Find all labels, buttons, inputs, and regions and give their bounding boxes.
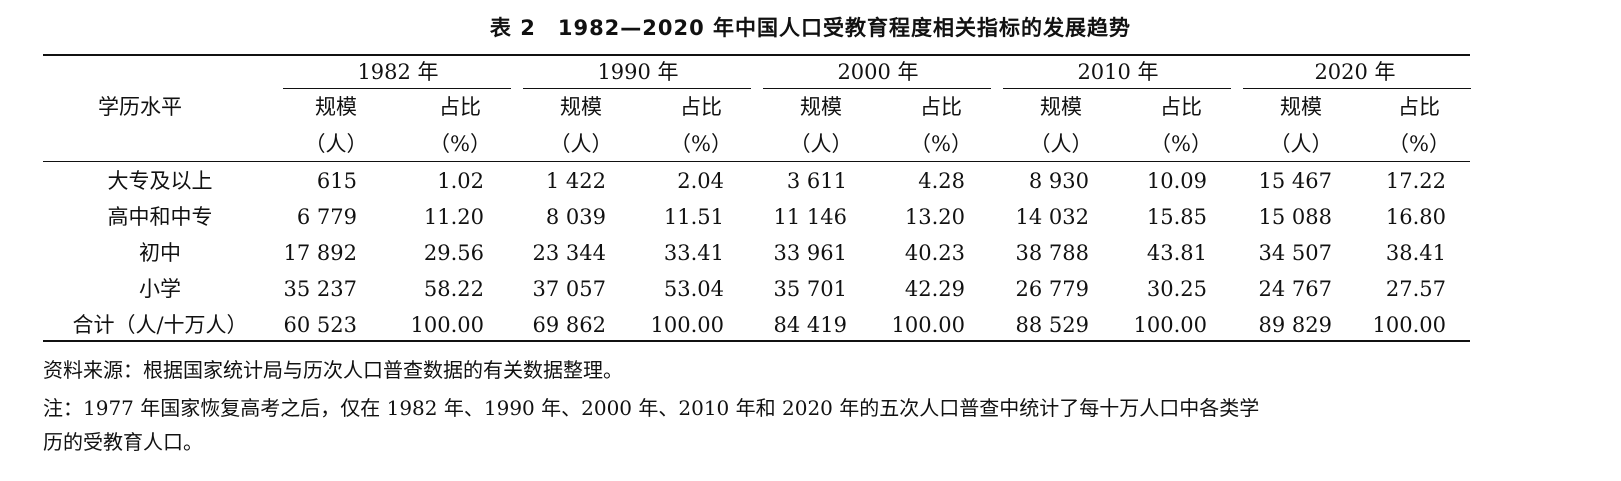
share-header: 占比 bbox=[920, 95, 962, 119]
year-group-rule bbox=[283, 88, 511, 89]
share-cell: 2.04 bbox=[677, 169, 724, 193]
share-header: 占比 bbox=[439, 95, 481, 119]
year-group-rule bbox=[1243, 88, 1471, 89]
scale-unit: （人） bbox=[549, 132, 613, 156]
share-cell: 58.22 bbox=[423, 277, 484, 301]
scale-cell: 89 829 bbox=[1258, 313, 1332, 337]
year-header: 1990 年 bbox=[597, 60, 679, 84]
scale-cell: 34 507 bbox=[1258, 241, 1332, 265]
scale-cell: 60 523 bbox=[283, 313, 357, 337]
scale-unit: （人） bbox=[789, 132, 853, 156]
share-cell: 15.85 bbox=[1146, 205, 1207, 229]
year-header: 2020 年 bbox=[1314, 60, 1396, 84]
share-cell: 17.22 bbox=[1385, 169, 1446, 193]
scale-cell: 26 779 bbox=[1015, 277, 1089, 301]
note-line-1: 注：1977 年国家恢复高考之后，仅在 1982 年、1990 年、2000 年… bbox=[43, 396, 1260, 420]
share-cell: 30.25 bbox=[1146, 277, 1207, 301]
scale-header: 规模 bbox=[800, 95, 842, 119]
scale-cell: 15 088 bbox=[1258, 205, 1332, 229]
scale-cell: 23 344 bbox=[532, 241, 606, 265]
share-cell: 16.80 bbox=[1385, 205, 1446, 229]
share-cell: 100.00 bbox=[650, 313, 724, 337]
share-unit: （%） bbox=[429, 132, 491, 156]
scale-unit: （人） bbox=[304, 132, 368, 156]
scale-cell: 84 419 bbox=[773, 313, 847, 337]
scale-cell: 17 892 bbox=[283, 241, 357, 265]
row-header: 学历水平 bbox=[98, 95, 182, 119]
share-cell: 43.81 bbox=[1146, 241, 1207, 265]
scale-cell: 88 529 bbox=[1015, 313, 1089, 337]
share-cell: 100.00 bbox=[891, 313, 965, 337]
scale-cell: 11 146 bbox=[773, 205, 847, 229]
row-label: 高中和中专 bbox=[107, 205, 213, 229]
row-label: 初中 bbox=[139, 241, 181, 265]
year-header: 1982 年 bbox=[357, 60, 439, 84]
share-cell: 29.56 bbox=[423, 241, 484, 265]
scale-cell: 69 862 bbox=[532, 313, 606, 337]
header-bottom-rule bbox=[43, 161, 1470, 162]
share-cell: 4.28 bbox=[918, 169, 965, 193]
table-bottom-rule bbox=[43, 340, 1470, 342]
scale-cell: 1 422 bbox=[545, 169, 606, 193]
share-unit: （%） bbox=[910, 132, 972, 156]
year-header: 2010 年 bbox=[1077, 60, 1159, 84]
share-cell: 100.00 bbox=[410, 313, 484, 337]
share-cell: 13.20 bbox=[904, 205, 965, 229]
table-title: 表 2 1982—2020 年中国人口受教育程度相关指标的发展趋势 bbox=[489, 16, 1132, 40]
share-cell: 27.57 bbox=[1385, 277, 1446, 301]
share-cell: 100.00 bbox=[1372, 313, 1446, 337]
share-cell: 53.04 bbox=[663, 277, 724, 301]
share-cell: 100.00 bbox=[1133, 313, 1207, 337]
table-top-rule bbox=[43, 54, 1470, 56]
scale-header: 规模 bbox=[315, 95, 357, 119]
scale-header: 规模 bbox=[1280, 95, 1322, 119]
scale-cell: 8 039 bbox=[545, 205, 606, 229]
scale-cell: 8 930 bbox=[1028, 169, 1089, 193]
share-header: 占比 bbox=[1398, 95, 1440, 119]
year-group-rule bbox=[1003, 88, 1231, 89]
scale-cell: 37 057 bbox=[532, 277, 606, 301]
year-group-rule bbox=[763, 88, 991, 89]
scale-cell: 33 961 bbox=[773, 241, 847, 265]
scale-cell: 14 032 bbox=[1015, 205, 1089, 229]
share-unit: （%） bbox=[670, 132, 732, 156]
scale-cell: 38 788 bbox=[1015, 241, 1089, 265]
scale-cell: 6 779 bbox=[296, 205, 357, 229]
share-cell: 42.29 bbox=[904, 277, 965, 301]
share-cell: 40.23 bbox=[904, 241, 965, 265]
scale-unit: （人） bbox=[1029, 132, 1093, 156]
share-unit: （%） bbox=[1388, 132, 1450, 156]
share-unit: （%） bbox=[1150, 132, 1212, 156]
share-cell: 1.02 bbox=[437, 169, 484, 193]
scale-cell: 615 bbox=[316, 169, 357, 193]
row-label: 小学 bbox=[139, 277, 181, 301]
row-label: 大专及以上 bbox=[107, 169, 213, 193]
scale-header: 规模 bbox=[1040, 95, 1082, 119]
scale-cell: 35 237 bbox=[283, 277, 357, 301]
share-cell: 11.20 bbox=[423, 205, 484, 229]
year-header: 2000 年 bbox=[837, 60, 919, 84]
source-note: 资料来源：根据国家统计局与历次人口普查数据的有关数据整理。 bbox=[43, 358, 623, 382]
share-cell: 11.51 bbox=[663, 205, 724, 229]
year-group-rule bbox=[523, 88, 751, 89]
note-line-2: 历的受教育人口。 bbox=[43, 430, 203, 454]
share-cell: 10.09 bbox=[1146, 169, 1207, 193]
share-cell: 38.41 bbox=[1385, 241, 1446, 265]
share-cell: 33.41 bbox=[663, 241, 724, 265]
scale-cell: 24 767 bbox=[1258, 277, 1332, 301]
scale-cell: 35 701 bbox=[773, 277, 847, 301]
scale-cell: 15 467 bbox=[1258, 169, 1332, 193]
row-label: 合计（人/十万人） bbox=[72, 313, 248, 337]
share-header: 占比 bbox=[680, 95, 722, 119]
scale-header: 规模 bbox=[560, 95, 602, 119]
scale-cell: 3 611 bbox=[786, 169, 847, 193]
scale-unit: （人） bbox=[1269, 132, 1333, 156]
share-header: 占比 bbox=[1160, 95, 1202, 119]
